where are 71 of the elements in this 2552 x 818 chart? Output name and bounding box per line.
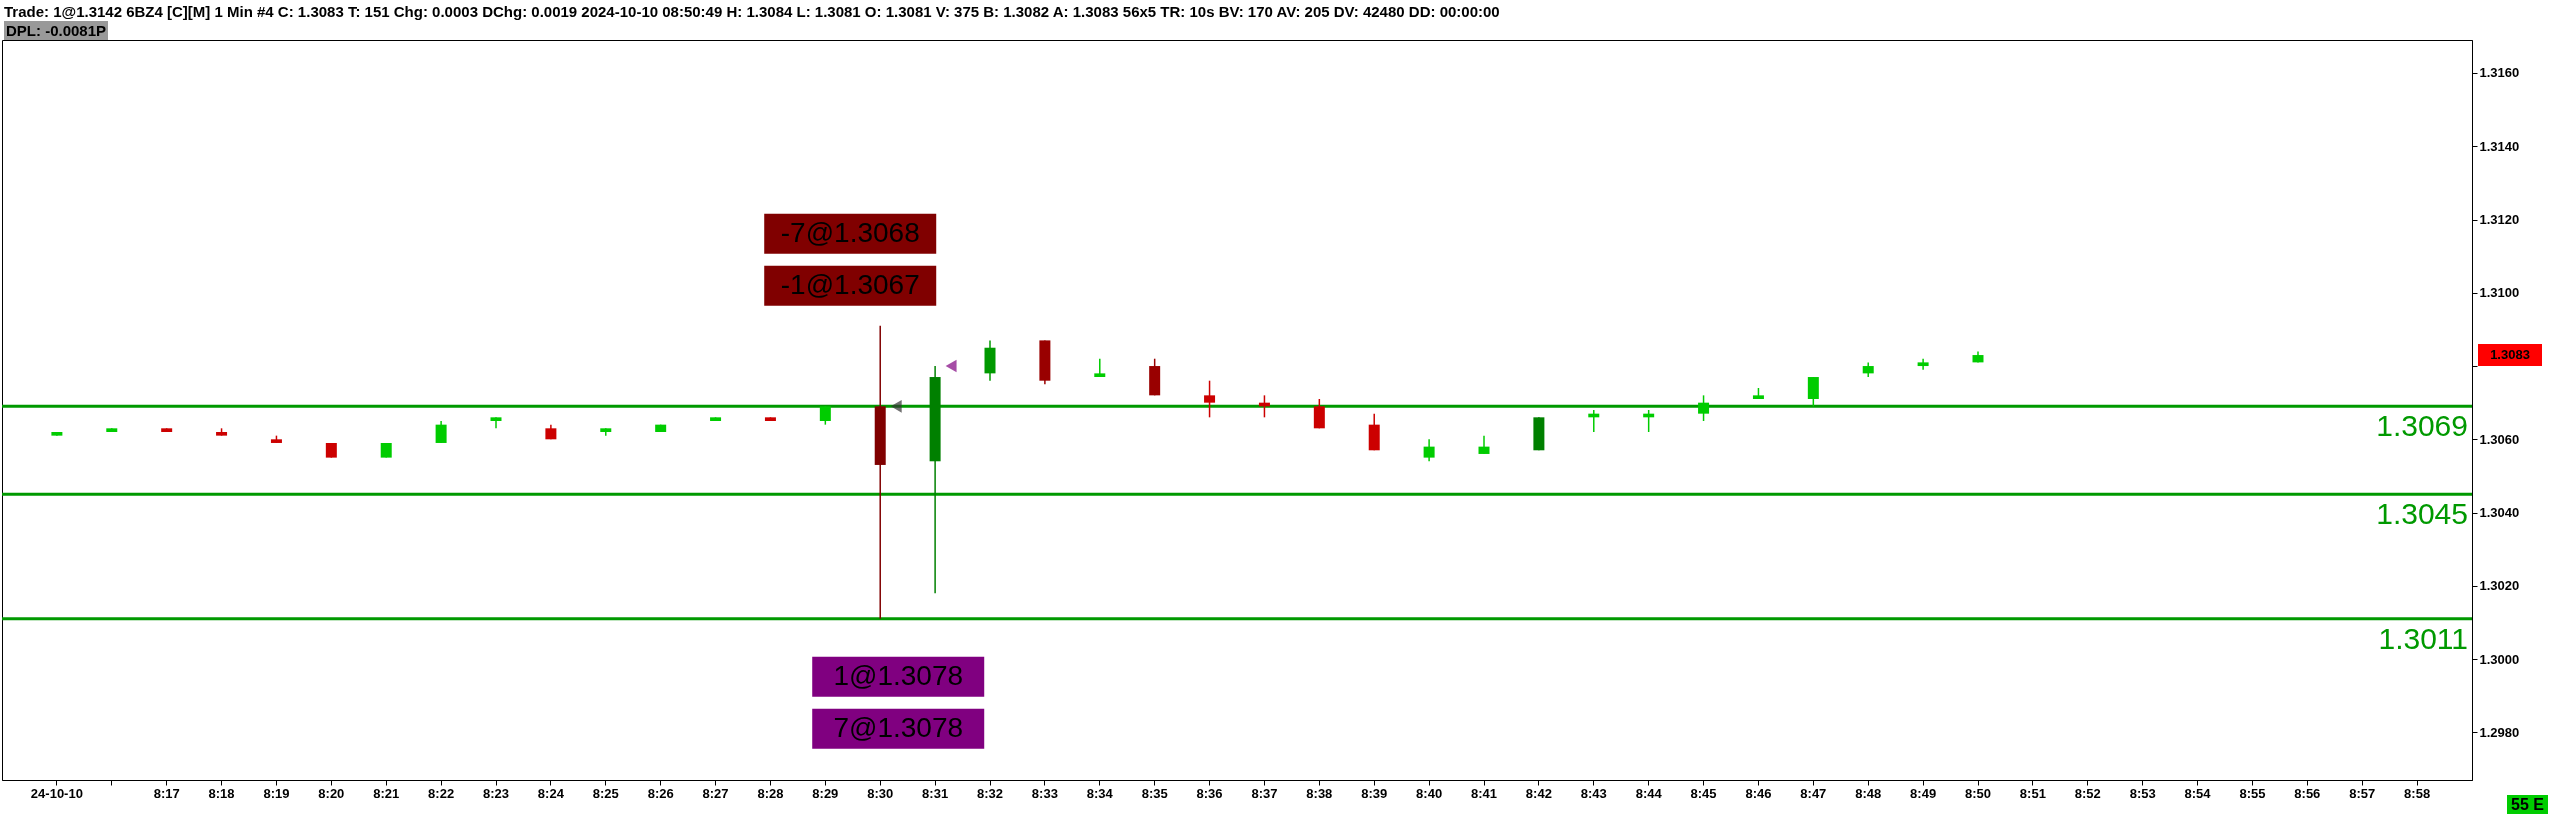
x-tick-label: 8:51 xyxy=(2019,785,2046,801)
y-tick-label: 1.3040 xyxy=(2479,505,2520,521)
chart-title: Trade: 1@1.3142 6BZ4 [C][M] 1 Min #4 C: 1.3083 T: 151 Chg: 0.0003 DChg: 0.0019 2024-10-10 08:50:49 H: 1.3084 L: 1.3081 O: 1.3081 V: 375 B: 1.3082 A: 1.3083 56x5 TR: 10s BV: 170 AV: 205 DV: 42480 DD: 00:00:00 xyxy=(4,2,1501,21)
x-tick-label: 8:53 xyxy=(2129,785,2156,801)
x-tick-label: 8:20 xyxy=(318,785,345,801)
candlestick xyxy=(1698,394,1710,422)
x-tick-label: 8:18 xyxy=(208,785,235,801)
x-tick-label: 8:55 xyxy=(2239,785,2266,801)
x-tick-label: 8:40 xyxy=(1416,785,1443,801)
x-tick-label: 8:25 xyxy=(592,785,619,801)
annotation: 1@1.3078 xyxy=(833,659,964,691)
candlestick xyxy=(819,405,831,426)
x-tick-label: 8:58 xyxy=(2404,785,2431,801)
x-tick-label: 8:26 xyxy=(647,785,674,801)
candlestick xyxy=(1478,434,1490,455)
x-tick-label: 8:52 xyxy=(2074,785,2101,801)
annotation: -1@1.3067 xyxy=(780,268,920,300)
ref-line-label: 1.3045 xyxy=(2376,497,2468,531)
x-tick-label: 8:45 xyxy=(1690,785,1717,801)
x-tick-label: 8:41 xyxy=(1470,785,1498,801)
x-tick-label: 8:36 xyxy=(1196,785,1223,801)
x-tick-label: 24-10-10 xyxy=(30,785,83,801)
x-tick-label: 8:37 xyxy=(1251,785,1278,801)
x-tick-label: 8:43 xyxy=(1580,785,1607,801)
x-tick-label: 8:54 xyxy=(2184,785,2212,801)
x-tick-label: 8:19 xyxy=(263,785,290,801)
y-tick-label: 1.3020 xyxy=(2479,578,2520,594)
candlestick xyxy=(1313,398,1325,430)
x-tick-label: 8:50 xyxy=(1964,785,1992,801)
candlestick xyxy=(1204,379,1216,419)
x-tick-label: 8:34 xyxy=(1086,785,1114,801)
x-tick-label: 8:32 xyxy=(976,785,1004,801)
x-tick-label: 8:42 xyxy=(1525,785,1552,801)
x-tick-label: 8:49 xyxy=(1910,785,1937,801)
text: 1.3083 xyxy=(2490,347,2530,363)
y-tick-label: 1.3140 xyxy=(2479,138,2520,154)
x-tick-label: 8:23 xyxy=(482,785,510,801)
x-tick-label: 8:38 xyxy=(1306,785,1333,801)
x-tick-label: 8:28 xyxy=(757,785,784,801)
x-tick-label: 8:21 xyxy=(373,785,400,801)
x-tick-label: 8:31 xyxy=(922,785,949,801)
x-tick-label: 8:22 xyxy=(428,785,455,801)
x-tick-label: 8:47 xyxy=(1800,785,1827,801)
y-tick-label: 1.3060 xyxy=(2479,431,2520,447)
x-tick-label: 8:46 xyxy=(1745,785,1772,801)
x-tick-label: 8:29 xyxy=(812,785,839,801)
y-tick-label: 1.3160 xyxy=(2479,65,2520,81)
annotation: 7@1.3078 xyxy=(833,711,964,743)
x-tick-label: 8:30 xyxy=(867,785,894,801)
y-tick-label: 1.3100 xyxy=(2479,285,2520,301)
ref-line-label: 1.3069 xyxy=(2376,409,2468,443)
text: 55 E xyxy=(2507,795,2548,814)
y-tick-label: 1.3000 xyxy=(2479,651,2520,667)
y-tick-label: 1.2980 xyxy=(2479,724,2520,740)
x-tick-label: 8:56 xyxy=(2294,785,2321,801)
candlestick xyxy=(1423,438,1435,463)
candlestick xyxy=(435,420,447,444)
x-tick-label: 8:17 xyxy=(153,785,180,801)
x-tick-label: 8:44 xyxy=(1635,785,1663,801)
x-tick-label: 8:35 xyxy=(1141,785,1168,801)
x-tick-label: 8:57 xyxy=(2349,785,2376,801)
x-tick-label: 8:48 xyxy=(1855,785,1882,801)
y-tick-label: 1.3120 xyxy=(2479,212,2520,227)
chart-subtitle: DPL: -0.0081P xyxy=(4,21,109,40)
x-tick-label: 8:39 xyxy=(1361,785,1388,801)
candlestick xyxy=(1807,376,1819,408)
ref-line-label: 1.3011 xyxy=(2378,621,2468,655)
x-tick-label: 8:33 xyxy=(1031,785,1058,801)
x-tick-label: 8:27 xyxy=(702,785,729,801)
annotation: -7@1.3068 xyxy=(780,216,920,248)
x-tick-label: 8:24 xyxy=(537,785,565,801)
